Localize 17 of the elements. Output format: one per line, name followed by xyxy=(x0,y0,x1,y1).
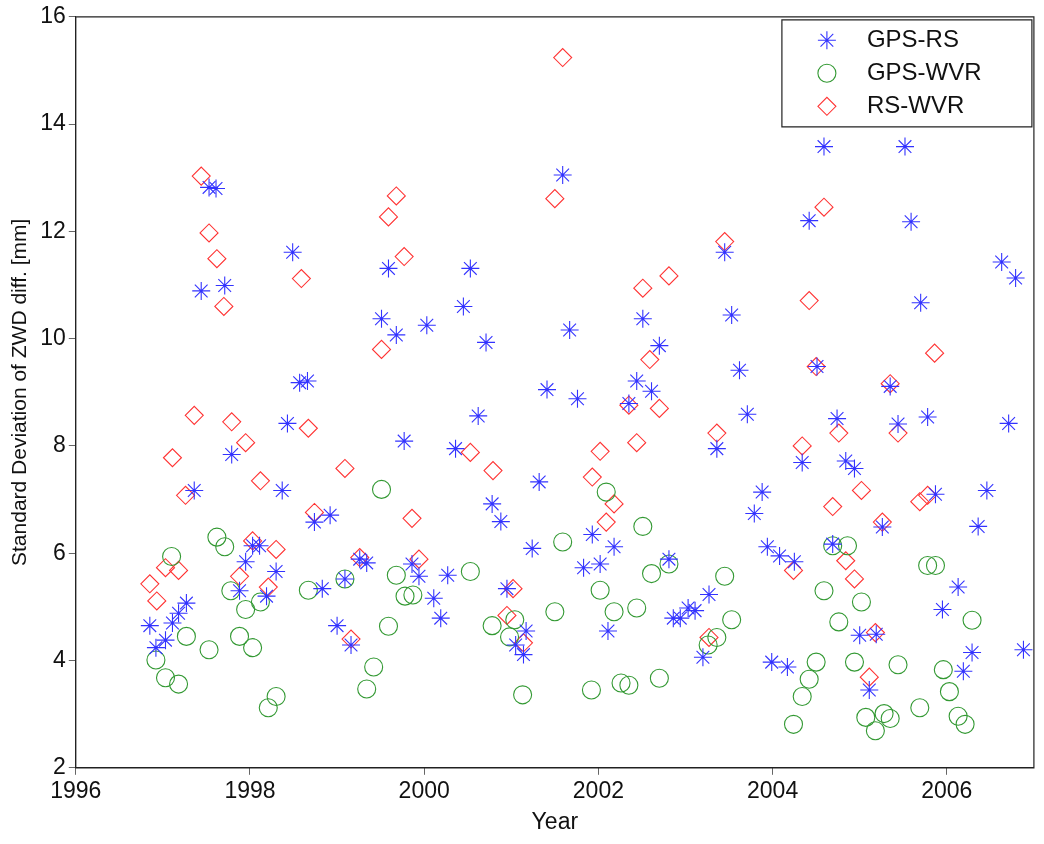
y-tick-label: 12 xyxy=(40,216,66,243)
y-tick-label: 6 xyxy=(52,538,66,565)
x-tick-label: 2006 xyxy=(921,776,973,803)
y-axis-title: Standard Deviation of ZWD diff. [mm] xyxy=(7,218,31,566)
y-tick-label: 8 xyxy=(52,431,66,458)
x-tick-label: 2000 xyxy=(398,776,450,803)
y-tick-label: 14 xyxy=(40,109,66,136)
y-tick-label: 16 xyxy=(40,2,66,29)
x-axis-title: Year xyxy=(531,807,579,834)
legend-label: GPS-WVR xyxy=(866,57,982,85)
x-tick-label: 2002 xyxy=(572,776,624,803)
x-tick-label: 1998 xyxy=(224,776,276,803)
legend-label: RS-WVR xyxy=(866,90,965,118)
legend-label: GPS-RS xyxy=(866,24,959,52)
y-tick-label: 10 xyxy=(40,324,66,350)
y-tick-label: 4 xyxy=(52,645,66,672)
x-tick-label: 2004 xyxy=(747,776,799,803)
